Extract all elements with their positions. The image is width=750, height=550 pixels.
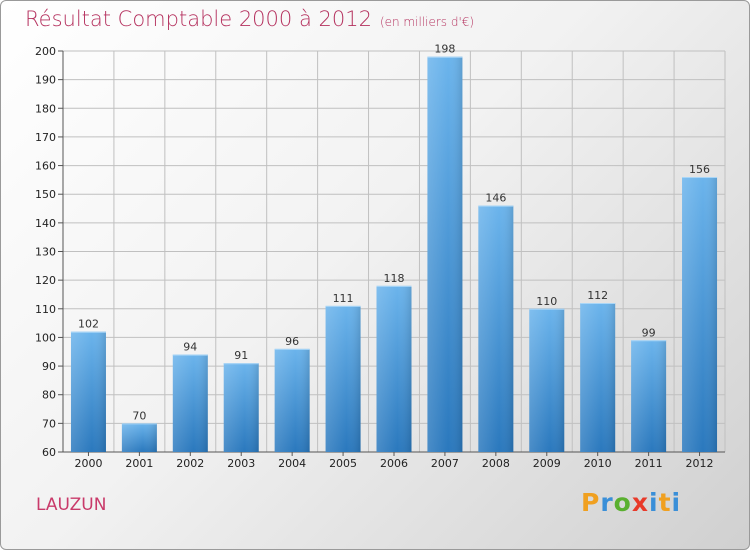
y-tick-label: 140 xyxy=(35,217,56,230)
chart-title-text: Résultat Comptable 2000 à 2012 xyxy=(25,7,372,31)
bar-shade-2008 xyxy=(478,205,514,452)
y-tick-label: 80 xyxy=(42,389,56,402)
bar-shade-2010 xyxy=(580,303,616,452)
x-tick-label: 2004 xyxy=(278,457,306,470)
bar-value-label: 146 xyxy=(485,192,506,205)
logo-letter: o xyxy=(613,488,632,517)
x-tick-label: 2005 xyxy=(329,457,357,470)
bar-value-label: 118 xyxy=(384,272,405,285)
y-tick-label: 200 xyxy=(35,45,56,58)
bar-shade-2002 xyxy=(172,354,208,452)
bar-labels: 102 70 94 91 96 111 118 198 146 110 112 99 156 xyxy=(78,43,710,423)
chart-title: Résultat Comptable 2000 à 2012 (en millie… xyxy=(25,7,474,31)
bar-value-label: 94 xyxy=(183,341,197,354)
bar-value-label: 70 xyxy=(132,409,146,422)
bar-value-label: 91 xyxy=(234,349,248,362)
logo-letter: t xyxy=(658,488,672,517)
x-tick-label: 2012 xyxy=(686,457,714,470)
bar-value-label: 102 xyxy=(78,318,99,331)
y-tick-label: 100 xyxy=(35,331,56,344)
bar-value-label: 96 xyxy=(285,335,299,348)
y-tick-label: 120 xyxy=(35,274,56,287)
x-tick-label: 2010 xyxy=(584,457,612,470)
y-tick-label: 110 xyxy=(35,303,56,316)
y-tick-label: 170 xyxy=(35,131,56,144)
bar-value-label: 111 xyxy=(333,292,354,305)
x-tick-label: 2001 xyxy=(125,457,153,470)
y-tick-label: 180 xyxy=(35,102,56,115)
x-tick-label: 2007 xyxy=(431,457,459,470)
logo-letter: P xyxy=(581,488,601,517)
bar-value-label: 112 xyxy=(587,289,608,302)
y-tick-label: 60 xyxy=(42,446,56,459)
bar-value-label: 198 xyxy=(434,43,455,56)
bar-value-label: 99 xyxy=(642,326,656,339)
bar-shade-2000 xyxy=(70,331,106,452)
y-tick-label: 160 xyxy=(35,160,56,173)
bar-shade-2011 xyxy=(631,340,667,452)
x-tick-label: 2011 xyxy=(635,457,663,470)
proxiti-logo: Proxiti xyxy=(581,488,681,517)
x-tick-label: 2003 xyxy=(227,457,255,470)
logo-letter: x xyxy=(631,488,649,517)
x-tick-label: 2009 xyxy=(533,457,561,470)
place-name: LAUZUN xyxy=(36,495,107,515)
logo-letter: i xyxy=(649,488,659,517)
bars xyxy=(70,56,718,452)
bar-value-label: 110 xyxy=(536,295,557,308)
axes: 60 70 80 90 100 110 120 130 140 150 160 170 180 190 20… xyxy=(35,45,725,470)
bar-shade-2003 xyxy=(223,363,259,452)
y-tick-label: 70 xyxy=(42,417,56,430)
bar-shade-2004 xyxy=(274,348,310,452)
x-tick-label: 2002 xyxy=(176,457,204,470)
x-tick-label: 2000 xyxy=(74,457,102,470)
bar-shade-2009 xyxy=(529,308,565,452)
bar-value-label: 156 xyxy=(689,163,710,176)
y-tick-label: 190 xyxy=(35,74,56,87)
logo-letter: i xyxy=(671,488,682,517)
x-tick-label: 2008 xyxy=(482,457,510,470)
y-tick-label: 90 xyxy=(42,360,56,373)
y-tick-label: 150 xyxy=(35,188,56,201)
x-tick-label: 2006 xyxy=(380,457,408,470)
bar-shade-2007 xyxy=(427,56,463,452)
y-tick-label: 130 xyxy=(35,246,56,259)
bar-shade-2001 xyxy=(121,423,157,452)
bar-shade-2005 xyxy=(325,305,361,452)
chart-subtitle: (en milliers d'€) xyxy=(379,15,475,29)
bar-shade-2012 xyxy=(682,177,718,452)
bar-shade-2006 xyxy=(376,285,412,452)
logo-letter: r xyxy=(600,488,614,517)
